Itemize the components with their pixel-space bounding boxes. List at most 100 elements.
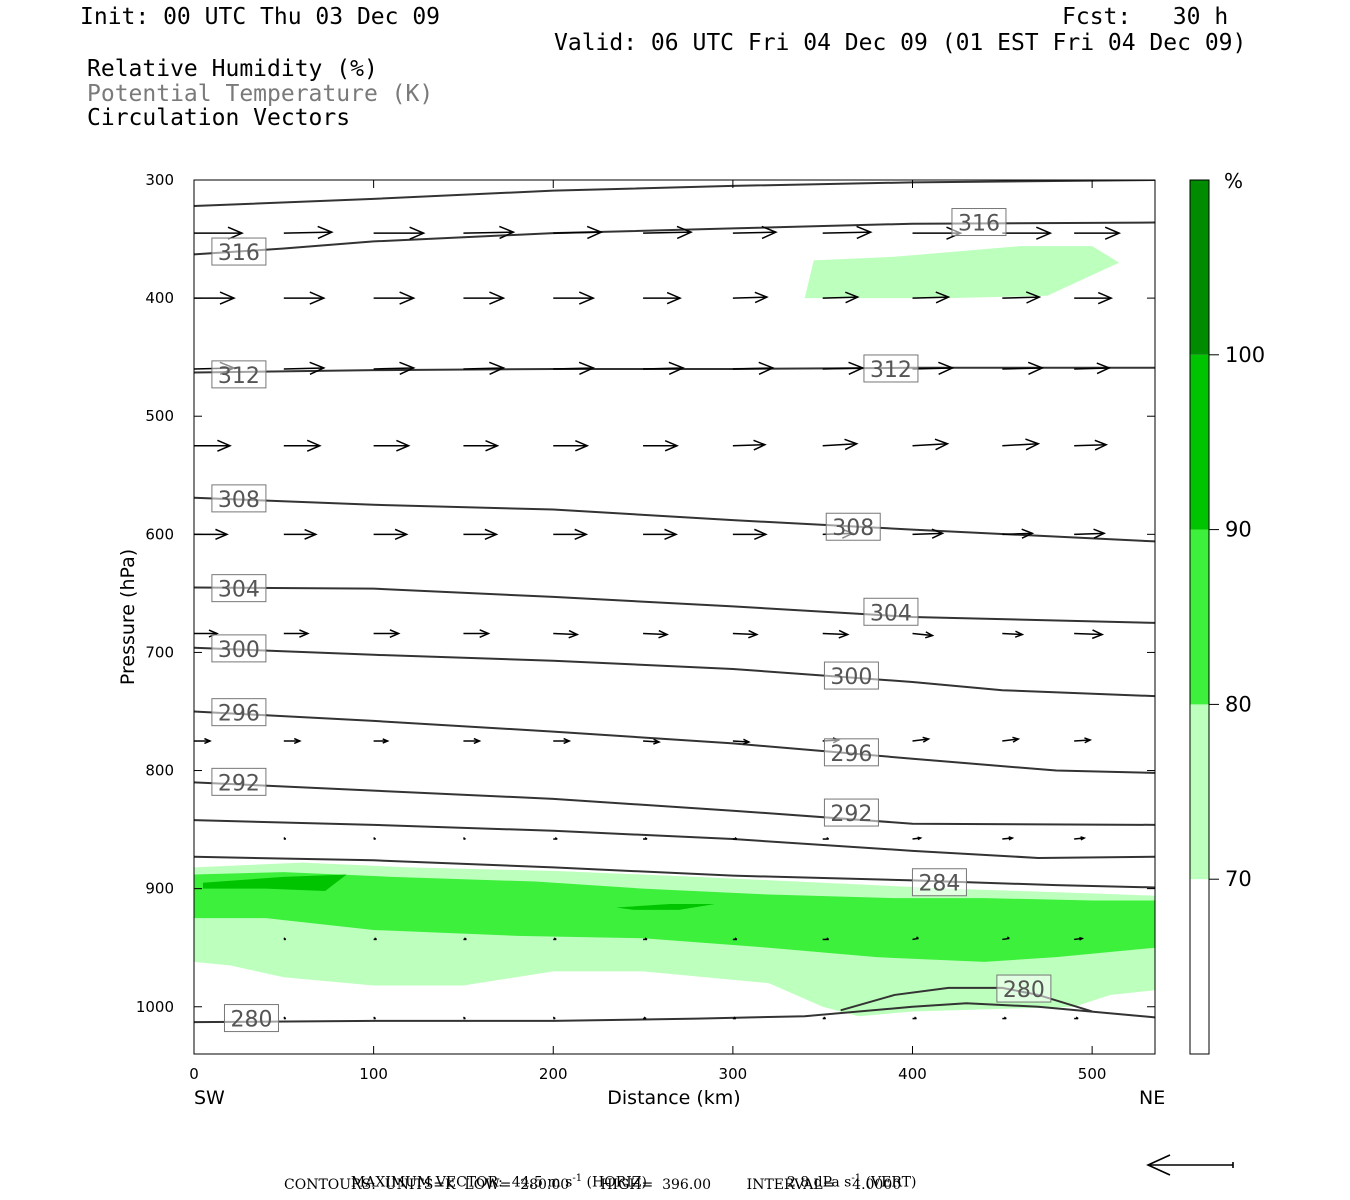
vector-shaft [822,442,857,447]
vector-head [227,226,244,240]
vector-head [463,837,466,840]
contour-label-text: 308 [218,488,260,513]
contour-label-box [863,354,919,383]
vector-head [396,439,411,452]
colorbar-band-100 [1190,180,1209,355]
vector-head [1075,1016,1079,1020]
vector-head [485,439,500,452]
vector-head [283,937,287,940]
vector-head [856,225,873,240]
colorbar-frame [1189,179,1210,1055]
contour-label-308: 308 [211,484,267,513]
vector-head [934,438,950,451]
circulation-vector [822,361,865,376]
max-vector-vertical: 2.8 dPa s [786,1174,852,1191]
vector-head [666,291,682,305]
circulation-vector [1002,936,1010,941]
vector-head [1008,836,1015,841]
x-tick-label: 500 [1078,1065,1107,1083]
contour-label-text: 284 [918,872,960,897]
circulation-vector [1002,438,1041,451]
vector-head [917,836,923,841]
circulation-vector [732,439,767,451]
circulation-vector [643,439,679,452]
contour-label-280: 280 [996,974,1052,1003]
vector-head [844,438,859,451]
vector-head [1079,936,1085,941]
vector-head [283,1016,287,1020]
vector-head [399,361,416,376]
vector-head [643,1016,647,1020]
init-time: Init: 00 UTC Thu 03 Dec 09 [80,4,441,30]
contour-label-box [211,360,267,389]
circulation-vector [1002,528,1035,539]
horizontal-tag: (HORIZ) [586,1174,647,1191]
x-tick-label: 200 [539,1065,568,1083]
vector-head [586,225,604,240]
vector-head [374,937,378,940]
vector-head [754,528,768,540]
contour-label-316: 316 [951,208,1007,237]
contour-label-text: 304 [870,601,912,626]
circulation-vector [1074,936,1085,941]
vector-head [574,528,589,540]
contour-label-box [223,1004,279,1033]
contour-label-text: 280 [1003,978,1045,1003]
y-tick-label: 400 [145,289,174,307]
vector-head [283,837,287,840]
contour-label-300: 300 [211,634,267,663]
x-right-label: NE [1139,1087,1165,1109]
vector-head [826,837,830,840]
vector-shaft [1074,739,1091,742]
vector-head [925,631,935,639]
vector-shaft [1002,738,1019,742]
vector-head [373,1016,377,1020]
vector-head [464,937,467,940]
vector-head [838,629,850,639]
max-vector-vertical-line: 2.8 dPa s-1 (VERT) [778,1157,917,1191]
circulation-vector [643,361,685,376]
theta-contour-308 [194,496,1155,543]
contour-label-304: 304 [863,597,919,626]
circulation-vector [732,937,738,941]
contour-label-text: 312 [218,364,260,389]
vector-head [823,1016,827,1020]
y-tick-label: 300 [145,171,174,189]
vector-head [373,837,377,840]
vector-shaft [822,632,848,636]
vector-shaft [1074,443,1107,447]
circulation-vector [283,737,302,745]
circulation-vector [912,736,931,743]
axes: 300 400 500 600 700 800 900 1000 0 100 200 300 400 50… [136,171,1155,1083]
circulation-vector [283,1016,287,1020]
vector-head [845,291,860,304]
circulation-vector [1074,629,1105,640]
circulation-vector [463,528,499,540]
vector-head [304,528,318,540]
max-vector-reference-arrow [1146,1154,1234,1176]
vector-shaft [1002,367,1043,370]
contour-label-text: 312 [870,358,912,383]
vector-head [1012,736,1021,743]
y-tick-label: 800 [145,762,174,780]
vector-head [1096,362,1112,375]
circulation-vector [283,837,287,840]
vector-shaft [1002,296,1040,299]
contour-label-316: 316 [211,237,267,266]
circulation-vector [463,1016,466,1020]
vector-head [1014,630,1025,638]
vector-shaft [732,367,773,370]
vector-head [306,439,322,452]
vector-shaft [912,632,933,637]
colorbar-unit: % [1224,169,1243,193]
contour-label-312: 312 [863,354,919,383]
circulation-vector [732,361,775,376]
vector-head [204,737,212,745]
rh-region-90-4 [616,904,715,910]
vector-shaft [912,367,953,370]
colorbar-label: 80 [1225,692,1252,716]
circulation-vector [1002,226,1053,240]
circulation-vector [194,737,212,745]
vector-head [734,937,738,940]
vector-shaft [732,296,767,299]
